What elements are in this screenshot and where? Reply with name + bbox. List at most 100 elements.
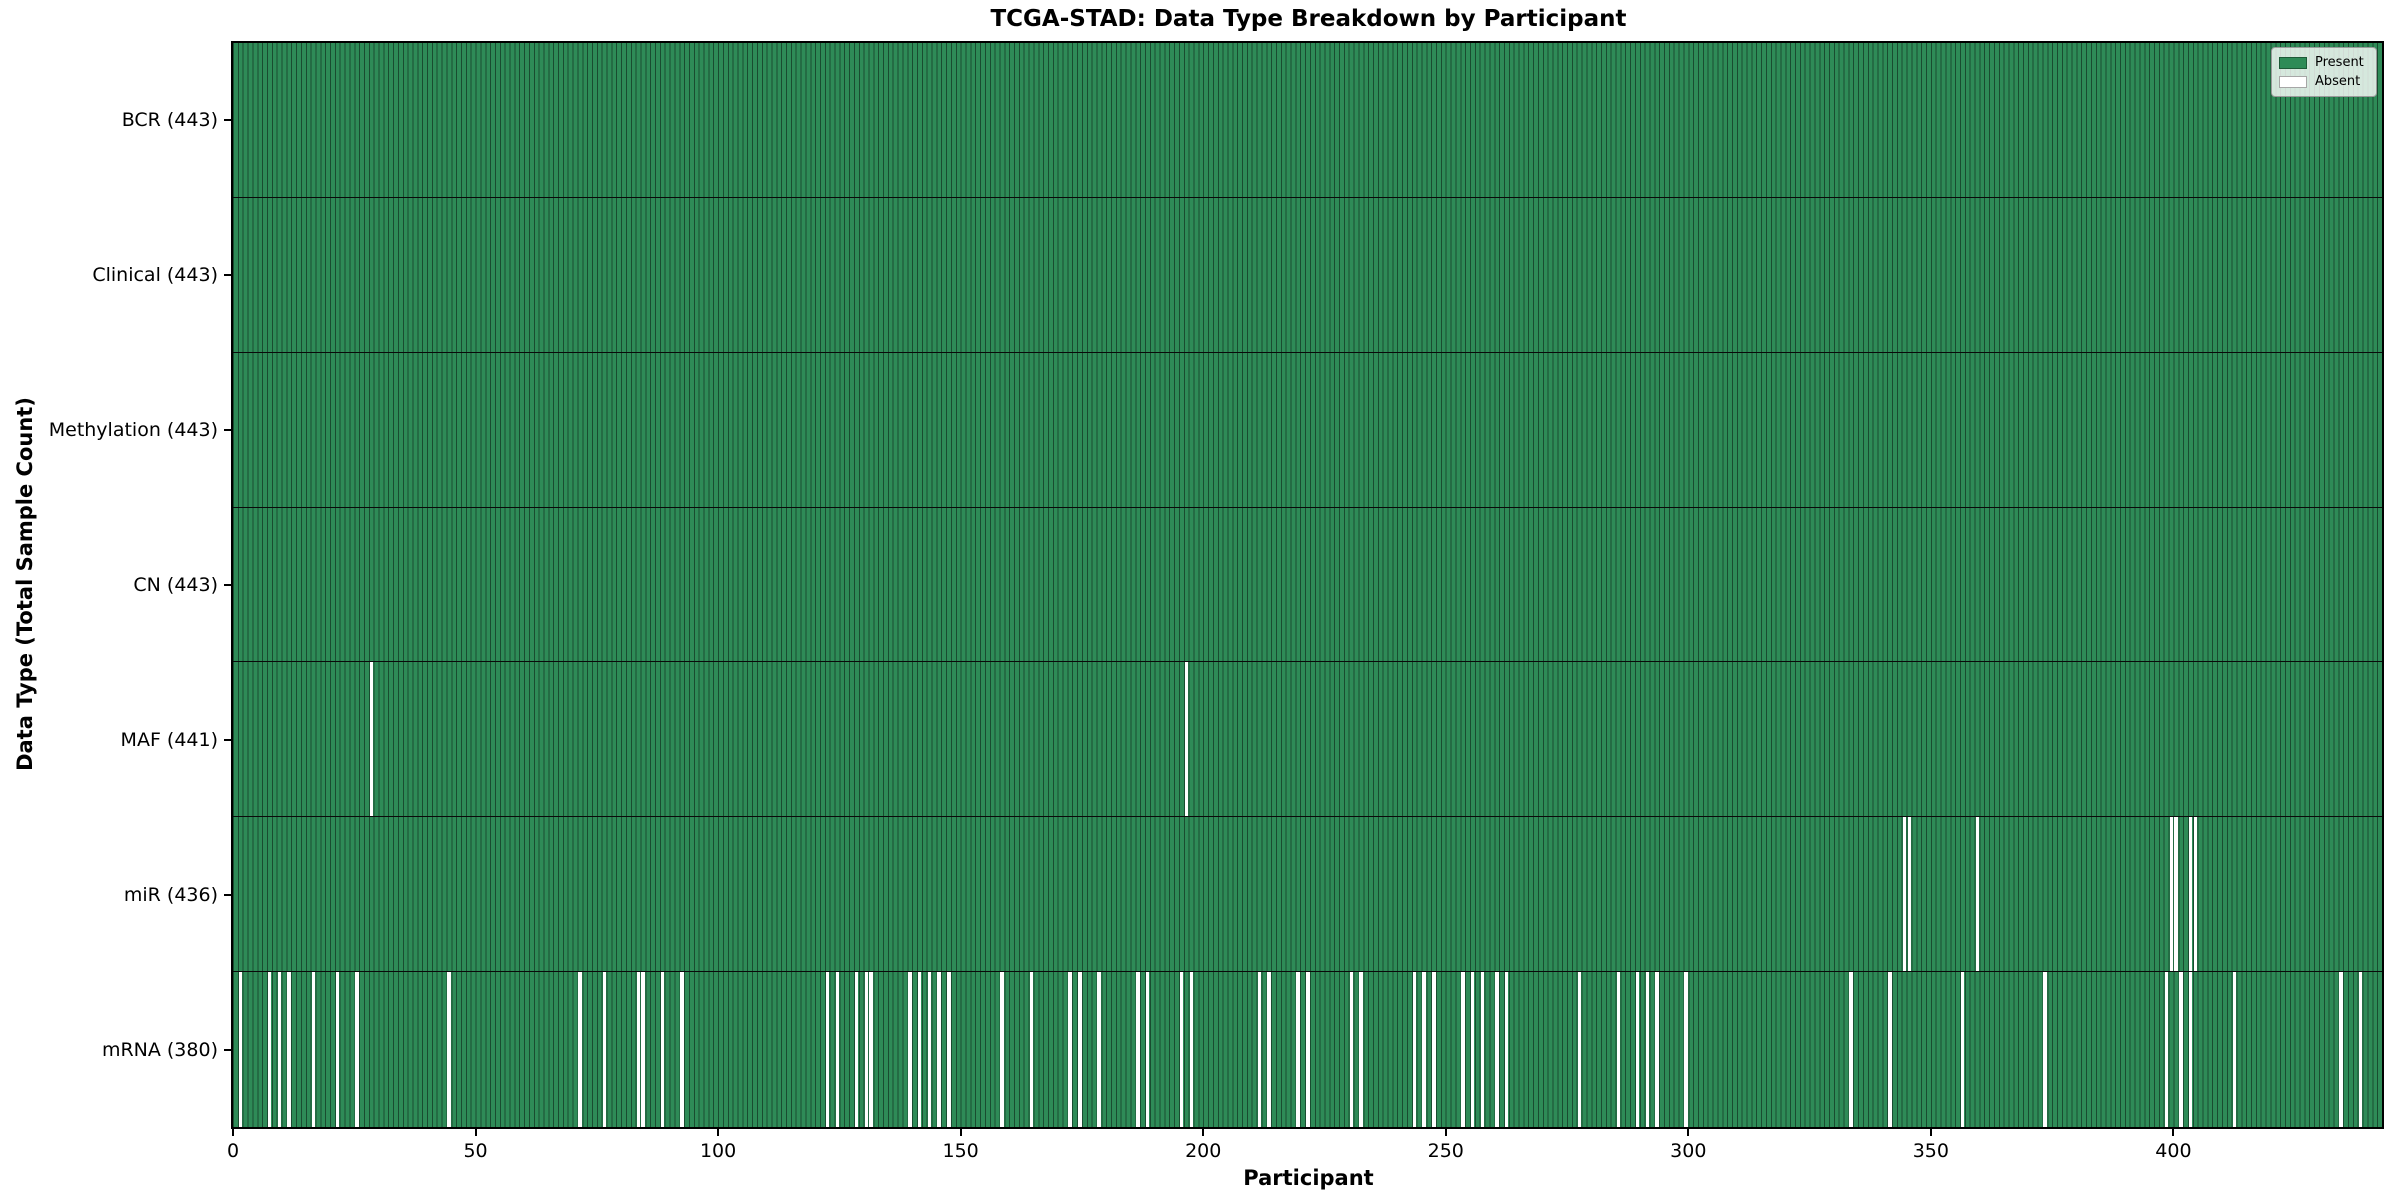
absent-bar [864, 972, 869, 1127]
y-tick [224, 893, 233, 896]
absent-bar [660, 972, 665, 1127]
absent-bar [1432, 972, 1436, 1127]
absent-bar [1960, 972, 1965, 1127]
absent-bar [1616, 972, 1620, 1127]
absent-bar [641, 972, 645, 1127]
absent-bar [1504, 972, 1509, 1127]
row-methylation [233, 352, 2382, 508]
row-bcr [233, 43, 2382, 198]
x-tick [717, 1127, 720, 1136]
chart-title: TCGA-STAD: Data Type Breakdown by Partic… [990, 6, 1627, 32]
y-tick [224, 584, 233, 586]
row-maf [233, 662, 2382, 818]
absent-bar [854, 972, 859, 1127]
absent-bar [2188, 972, 2193, 1127]
absent-bar [578, 972, 582, 1127]
y-tick-label-mrna: mRNA (380) [101, 1038, 218, 1061]
absent-bar [1359, 972, 1363, 1127]
absent-bar [1306, 972, 1310, 1127]
absent-bar [335, 972, 340, 1127]
absent-bar [2193, 817, 2198, 972]
absent-bar [947, 972, 951, 1127]
absent-bar [1029, 972, 1033, 1127]
x-tick [1929, 1127, 1932, 1136]
absent-bar [369, 662, 374, 817]
x-tick [1444, 1127, 1447, 1136]
absent-bar [2188, 817, 2193, 972]
legend-swatch-absent [2279, 75, 2307, 88]
legend-entry-absent: Absent [2279, 72, 2369, 91]
x-tick-label-400: 400 [2155, 1140, 2192, 1162]
row-cn [233, 507, 2382, 663]
absent-bar [1888, 972, 1892, 1127]
absent-bar [1461, 972, 1465, 1127]
row-mir [233, 817, 2382, 973]
y-tick [224, 1048, 233, 1051]
x-axis-title: Participant [1243, 1166, 1374, 1190]
x-tick [959, 1127, 962, 1136]
y-axis-title: Data Type (Total Sample Count) [13, 397, 37, 771]
x-tick-label-100: 100 [699, 1140, 737, 1162]
absent-bar [1975, 817, 1979, 972]
y-tick-label-clinical: Clinical (443) [92, 264, 218, 287]
absent-bar [1645, 972, 1650, 1127]
absent-bar [1495, 972, 1499, 1127]
absent-bar [287, 972, 291, 1127]
y-tick-label-cn: CN (443) [133, 574, 218, 596]
absent-bar [1078, 972, 1082, 1127]
absent-bar [1907, 817, 1912, 972]
legend-entry-present: Present [2279, 53, 2369, 72]
absent-bar [311, 972, 316, 1127]
x-tick [1687, 1127, 1690, 1136]
y-tick [224, 119, 233, 122]
absent-bar [1471, 972, 1475, 1127]
absent-bar [927, 972, 932, 1127]
absent-bar [447, 972, 451, 1127]
y-tick [224, 429, 233, 432]
absent-bar [2179, 972, 2183, 1127]
absent-bar [1412, 972, 1417, 1127]
x-tick-label-250: 250 [1427, 1140, 1464, 1162]
absent-bar [1145, 972, 1150, 1127]
x-tick [2172, 1127, 2175, 1136]
absent-bar [602, 972, 607, 1127]
y-tick-label-mir: miR (436) [123, 883, 218, 906]
absent-bar [267, 972, 272, 1127]
absent-bar [908, 972, 912, 1127]
absent-bar [2339, 972, 2343, 1127]
row-clinical [233, 197, 2382, 353]
absent-bar [1849, 972, 1853, 1127]
absent-bar [1097, 972, 1101, 1127]
y-tick [224, 738, 233, 741]
absent-bar [937, 972, 941, 1127]
absent-bar [238, 972, 243, 1127]
x-tick [474, 1127, 477, 1136]
absent-bar [1480, 972, 1485, 1127]
absent-bar [1184, 662, 1189, 817]
legend-label-present: Present [2315, 55, 2364, 70]
absent-bar [2232, 972, 2237, 1127]
y-tick-label-bcr: BCR (443) [121, 109, 218, 132]
absent-bar [1000, 972, 1004, 1127]
absent-bar [355, 972, 359, 1127]
plot-area [231, 41, 2384, 1129]
absent-bar [2358, 972, 2363, 1127]
x-tick-label-300: 300 [1670, 1140, 1707, 1162]
absent-bar [835, 972, 839, 1127]
legend: Present Absent [2271, 47, 2377, 97]
absent-bar [1684, 972, 1688, 1127]
absent-bar [277, 972, 282, 1127]
x-tick [1202, 1127, 1205, 1136]
absent-bar [1902, 817, 1907, 972]
absent-bar [2164, 972, 2169, 1127]
absent-bar [1189, 972, 1194, 1127]
absent-bar [2174, 817, 2178, 972]
absent-bar [1136, 972, 1140, 1127]
y-tick-label-methylation: Methylation (443) [48, 419, 218, 442]
absent-bar [1422, 972, 1426, 1127]
y-tick [224, 274, 233, 277]
absent-bar [2043, 972, 2047, 1127]
absent-bar [1068, 972, 1072, 1127]
legend-swatch-present [2279, 56, 2307, 69]
